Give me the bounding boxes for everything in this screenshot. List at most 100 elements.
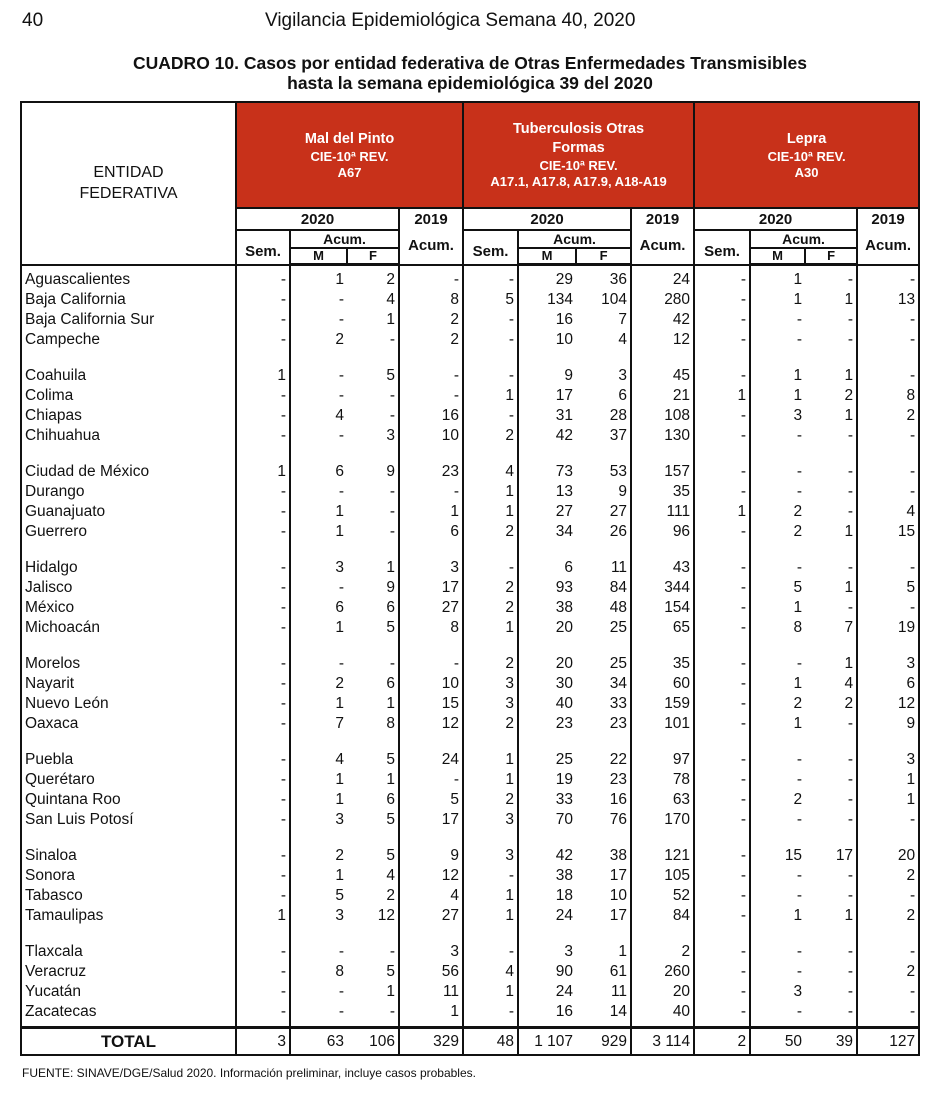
entity-name: Chiapas	[25, 407, 82, 424]
spacer-cell	[397, 926, 464, 942]
spacer-cell	[397, 350, 464, 366]
acum-2019-label: Acum.	[408, 237, 454, 254]
value-cell: 1	[397, 1002, 464, 1022]
spacer-cell	[517, 350, 577, 366]
value-cell: -	[462, 310, 519, 330]
total-value: 329	[397, 1026, 464, 1055]
spacer-cell	[462, 638, 519, 654]
value-cell: -	[693, 310, 751, 330]
spacer-cell	[693, 1022, 751, 1028]
value-cell: 101	[630, 714, 695, 734]
value-cell: 70	[517, 810, 577, 830]
value-cell: 13	[856, 290, 920, 310]
value-cell: 65	[630, 618, 695, 638]
value-cell: 2	[749, 502, 806, 522]
value-cell: 2	[856, 866, 920, 886]
value-cell: 12	[397, 714, 464, 734]
value-cell: -	[749, 750, 806, 770]
spacer-cell	[21, 542, 236, 558]
spacer-cell	[462, 446, 519, 462]
value-cell: 20	[630, 982, 695, 1002]
value-cell: -	[856, 558, 920, 578]
value-cell: 1	[618, 943, 628, 960]
value-cell: 105	[630, 866, 695, 886]
total-value: 39	[805, 1026, 858, 1055]
spacer-cell	[289, 1022, 347, 1028]
value-cell: -	[397, 770, 464, 790]
value-cell: 1	[289, 618, 347, 638]
spacer-cell	[856, 542, 920, 558]
value-cell: -	[462, 366, 519, 386]
spacer-cell	[749, 350, 806, 366]
value-cell: -	[693, 290, 751, 310]
spacer-cell	[749, 830, 806, 846]
value-cell: 1	[462, 750, 519, 770]
table-header: ENTIDAD FEDERATIVA Mal del Pinto CIE-10ª…	[20, 101, 921, 266]
spacer-cell	[749, 734, 806, 750]
table-row: Oaxaca -7 8 12 2 23 23 101-1-9	[21, 714, 920, 734]
value-cell: -	[389, 1003, 395, 1020]
value-cell: 4	[386, 867, 395, 884]
value-cell: 60	[630, 674, 695, 694]
value-cell: 23	[517, 714, 577, 734]
value-cell: 23	[397, 462, 464, 482]
value-cell: 121	[630, 846, 695, 866]
spacer-cell	[749, 1022, 806, 1028]
value-cell: -	[847, 503, 854, 520]
entity-name: Campeche	[25, 331, 100, 348]
value-cell: 78	[630, 770, 695, 790]
spacer-cell	[517, 830, 577, 846]
value-cell: -	[693, 330, 751, 350]
spacer-cell	[462, 830, 519, 846]
entity-name: Michoacán	[25, 619, 100, 636]
table-row: Campeche -2-2-10 4 12- - - -	[21, 330, 920, 350]
spacer-cell	[289, 350, 347, 366]
value-cell: 1	[856, 790, 920, 810]
value-cell: -	[847, 867, 854, 884]
table-row: Veracruz -8 5 56 4 90 61 260- - -2	[21, 962, 920, 982]
value-cell: 11	[610, 983, 628, 1000]
table-row: Nayarit -2 6 10 3 30 34 60-1 4 6	[21, 674, 920, 694]
spacer-cell	[347, 542, 399, 558]
value-cell: -	[856, 942, 920, 962]
value-cell: 3	[856, 654, 920, 674]
disease-code: A30	[794, 164, 819, 180]
value-cell: 6	[386, 675, 395, 692]
running-title: Vigilancia Epidemiológica Semana 40, 202…	[265, 10, 636, 31]
value-cell: -	[847, 427, 854, 444]
value-cell: 25	[609, 655, 628, 672]
value-cell: 23	[609, 771, 628, 788]
value-cell: 17	[609, 907, 628, 924]
value-cell: 4	[397, 886, 464, 906]
value-cell: 104	[601, 291, 628, 308]
value-cell: 2	[856, 962, 920, 982]
value-cell: 10	[397, 674, 464, 694]
value-cell: -	[856, 810, 920, 830]
value-cell: 1	[235, 906, 290, 926]
spacer-cell	[347, 638, 399, 654]
value-cell: -	[847, 715, 854, 732]
spacer-cell	[693, 350, 751, 366]
value-cell: 17	[397, 578, 464, 598]
value-cell: 56	[397, 962, 464, 982]
value-cell: -	[289, 482, 347, 502]
spacer-cell	[289, 542, 347, 558]
value-cell: -	[749, 866, 806, 886]
spacer-cell	[21, 734, 236, 750]
value-cell: 1	[462, 982, 519, 1002]
entity-name: Sinaloa	[25, 847, 77, 864]
table-row: Chihuahua - -3 10 2 42 37 130- - - -	[21, 426, 920, 446]
value-cell: -	[235, 714, 290, 734]
value-cell: -	[693, 750, 751, 770]
value-cell: -	[397, 654, 464, 674]
value-cell: 3	[462, 674, 519, 694]
spacer-row	[21, 734, 920, 750]
value-cell: 27	[397, 906, 464, 926]
value-cell: 111	[630, 502, 695, 522]
entity-name: Baja California	[25, 291, 126, 308]
value-cell: 4	[856, 502, 920, 522]
spacer-cell	[397, 264, 464, 270]
value-cell: 24	[397, 750, 464, 770]
value-cell: 3	[289, 810, 347, 830]
spacer-cell	[517, 734, 577, 750]
